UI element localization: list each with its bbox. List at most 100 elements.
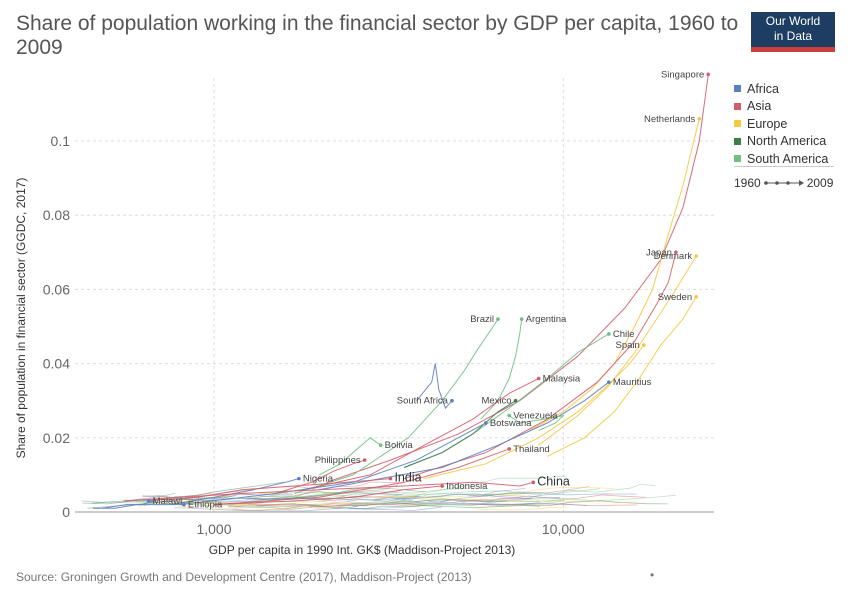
legend-item-europe[interactable]: Europe [734,115,828,133]
series-line-denmark[interactable] [538,255,697,446]
series-endpoint[interactable] [388,476,393,481]
background-trajectory [235,497,418,507]
series-endpoint[interactable] [674,250,678,255]
background-trajectory [350,502,477,506]
series-line-bolivia[interactable] [318,437,381,476]
series-line-malaysia[interactable] [303,378,539,491]
background-trajectory [82,495,236,505]
logo-line1: Our World [765,14,821,28]
series-line-venezuela[interactable] [508,414,565,431]
series-endpoint[interactable] [507,447,512,451]
background-trajectory [142,481,285,498]
legend-swatch [734,155,741,163]
series-endpoint[interactable] [697,117,702,121]
owid-logo[interactable]: Our World in Data [751,12,835,52]
country-label: Spain [616,340,640,351]
background-trajectory [155,502,296,507]
series-endpoint[interactable] [706,72,711,77]
background-trajectory [373,496,540,503]
logo-line2: in Data [773,29,813,43]
background-trajectory [331,506,442,511]
country-label: Netherlands [644,114,695,125]
series-line-thailand[interactable] [213,448,510,506]
series-endpoint[interactable] [378,443,383,448]
source-note: Source: Groningen Growth and Development… [16,570,472,584]
country-label: Malawi [153,496,183,507]
legend-item-south-america[interactable]: South America [734,150,828,168]
series-line-botswana[interactable] [180,422,487,506]
series-endpoint[interactable] [607,332,611,336]
legend-swatch [734,120,741,128]
background-trajectory [411,497,637,504]
footer-dot-button[interactable]: • [650,568,655,582]
legend-item-asia[interactable]: Asia [734,98,828,116]
series-line-japan[interactable] [403,252,677,480]
background-trajectory [396,498,565,505]
background-trajectory [256,502,420,507]
x-tick-label: 10,000 [542,521,585,537]
series-endpoint[interactable] [694,254,698,258]
series-endpoint[interactable] [694,295,698,299]
series-endpoint[interactable] [531,480,536,485]
series-endpoint[interactable] [450,398,454,403]
background-trajectory [125,494,357,504]
series-line-mauritius[interactable] [319,381,610,491]
background-trajectory [246,481,404,501]
y-tick-label: 0.02 [43,430,70,446]
legend-item-africa[interactable]: Africa [734,80,828,98]
series-endpoint[interactable] [536,376,541,381]
series-endpoint[interactable] [507,413,512,418]
series-line-spain[interactable] [424,344,645,480]
series-endpoint[interactable] [297,476,301,481]
tick-labels: 0 0.02 0.04 0.06 0.08 0.1 1,000 10,000 [43,133,585,537]
series-endpoint[interactable] [607,380,611,384]
legend-label: South America [747,151,829,166]
background-trajectory [461,503,637,507]
series-endpoint[interactable] [440,484,444,488]
series-endpoint[interactable] [519,317,524,321]
background-trajectory [391,497,532,505]
country-label: Botswana [490,418,532,429]
time-legend-start: 1960 [734,176,761,190]
background-trajectory [353,499,449,507]
series-line-netherlands[interactable] [529,118,700,431]
background-trajectory [414,494,543,503]
series-line-sweden[interactable] [547,296,697,457]
background-trajectory [327,494,450,500]
series-endpoint[interactable] [513,398,518,403]
series-line-brazil[interactable] [294,318,499,494]
series-line-singapore[interactable] [326,74,709,483]
x-axis-label: GDP per capita in 1990 Int. GK$ (Maddiso… [209,543,516,557]
series-endpoint[interactable] [496,317,500,321]
series-endpoint[interactable] [146,499,151,503]
series-line-south-africa[interactable] [416,363,453,410]
time-legend: 1960 2009 [734,166,834,190]
background-trajectory [482,483,656,496]
series-endpoint[interactable] [642,343,646,347]
series-line-india[interactable] [148,478,391,502]
series-endpoint[interactable] [182,502,186,507]
background-trajectory [336,500,467,506]
background-trajectory [349,500,507,510]
country-label: Venezuela [513,411,558,422]
background-trajectory [401,475,567,499]
country-label: Malaysia [543,373,581,384]
background-trajectory [285,503,414,508]
legend-item-north-america[interactable]: North America [734,133,828,151]
x-tick-label: 1,000 [196,521,231,537]
country-label: Indonesia [446,481,488,492]
background-trajectory [205,495,420,501]
series-line-mexico[interactable] [403,400,516,468]
series-endpoint[interactable] [484,421,488,425]
background-trajectory [395,492,561,500]
series-endpoint[interactable] [362,458,367,462]
series-line-ethiopia[interactable] [92,504,184,509]
series-line-china[interactable] [123,481,534,502]
country-label: Argentina [526,314,567,325]
series-line-indonesia[interactable] [213,485,443,506]
series-line-nigeria[interactable] [170,478,300,506]
background-trajectory [491,487,615,497]
background-trajectory [374,493,525,500]
